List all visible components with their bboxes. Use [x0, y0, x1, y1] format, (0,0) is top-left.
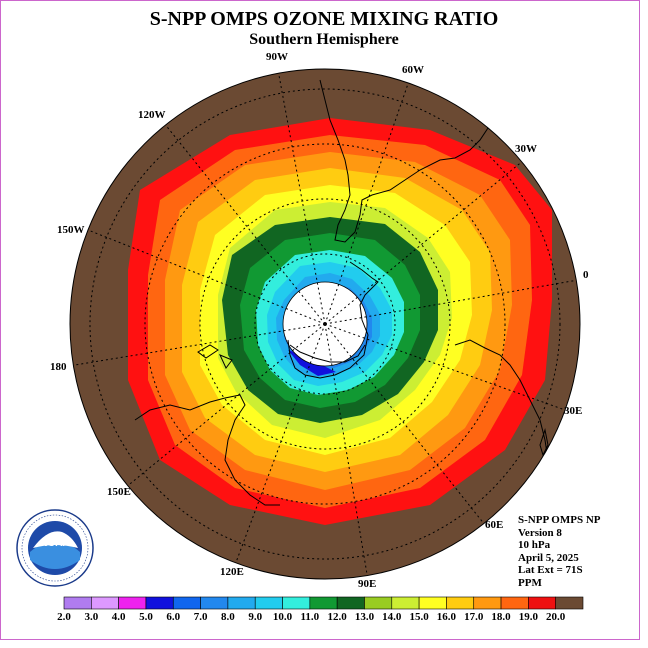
africa-coast — [454, 339, 556, 471]
lon-label-120e: 120E — [220, 566, 244, 578]
australia-coast — [134, 394, 280, 506]
info-pressure: 10 hPa — [518, 539, 551, 552]
lon-label-0: 0 — [583, 269, 589, 281]
lon-label-90w: 90W — [266, 51, 288, 63]
lon-label-180: 180 — [50, 361, 67, 373]
graticule — [74, 69, 579, 579]
colorbar-tick-label: 8.0 — [221, 611, 235, 623]
colorbar-swatch — [473, 596, 502, 610]
antarctic-peninsula-coast — [287, 261, 379, 379]
map-title: S-NPP OMPS OZONE MIXING RATIO — [149, 8, 499, 30]
colorbar-swatch — [555, 596, 584, 610]
antarctic-coast-east — [289, 344, 366, 363]
lon-label-150e: 150E — [107, 486, 131, 498]
colorbar-swatch — [391, 596, 420, 610]
info-version: Version 8 — [518, 526, 562, 539]
madagascar-coast — [539, 428, 549, 457]
colorbar-tick-label: 15.0 — [409, 611, 429, 623]
lon-label-60e: 60E — [485, 519, 503, 531]
colorbar-tick-label: 12.0 — [328, 611, 348, 623]
info-block: S-NPP OMPS NP Version 8 10 hPa April 5, … — [518, 514, 601, 590]
colorbar-swatch — [227, 596, 256, 610]
south-america-coast — [319, 79, 506, 243]
colorbar-swatch — [254, 596, 283, 610]
colorbar-tick-label: 18.0 — [491, 611, 511, 623]
colorbar-tick-label: 13.0 — [355, 611, 375, 623]
colorbar-tick-label: 14.0 — [382, 611, 402, 623]
colorbar-tick-label: 2.0 — [57, 611, 71, 623]
info-lat-extent: Lat Ext = 71S — [518, 564, 583, 577]
lon-label-150w: 150W — [57, 224, 85, 236]
colorbar-swatch — [418, 596, 447, 610]
coastlines — [134, 79, 556, 506]
lon-label-30e: 30E — [564, 405, 582, 417]
lon-label-30w: 30W — [515, 143, 537, 155]
info-units: PPM — [518, 576, 542, 589]
colorbar-tick-label: 11.0 — [301, 611, 320, 623]
colorbar-swatch — [172, 596, 201, 610]
logo-text: NOAA — [40, 538, 69, 549]
colorbar-tick-label: 10.0 — [273, 611, 293, 623]
lon-label-120w: 120W — [138, 109, 166, 121]
longitude-labels: 90W 60W 30W 0 30E 60E 90E 120E 150E 180 … — [50, 51, 589, 590]
new-zealand-coast — [197, 344, 233, 369]
info-date: April 5, 2025 — [518, 551, 579, 564]
colorbar-swatch — [200, 596, 229, 610]
colorbar-tick-label: 7.0 — [194, 611, 208, 623]
colorbar-swatch — [364, 596, 393, 610]
lon-label-90e: 90E — [358, 578, 376, 590]
colorbar-tick-label: 17.0 — [464, 611, 484, 623]
colorbar-swatch — [91, 596, 119, 610]
colorbar-tick-label: 9.0 — [248, 611, 262, 623]
colorbar-swatch — [63, 596, 92, 610]
colorbar-tick-label: 6.0 — [166, 611, 180, 623]
colorbar-tick-label: 3.0 — [84, 611, 98, 623]
colorbar-tick-label: 20.0 — [546, 611, 566, 623]
colorbar-swatch — [528, 596, 556, 610]
colorbar-swatch — [446, 596, 475, 610]
map-subtitle: Southern Hemisphere — [249, 31, 399, 48]
colorbar-tick-label: 5.0 — [139, 611, 153, 623]
colorbar-swatch — [336, 596, 365, 610]
colorbar-swatch — [309, 596, 338, 610]
info-instrument: S-NPP OMPS NP — [518, 514, 601, 526]
colorbar-tick-label: 19.0 — [519, 611, 539, 623]
colorbar-swatch — [145, 596, 174, 610]
colorbar-tick-label: 4.0 — [112, 611, 126, 623]
colorbar-swatch — [118, 596, 147, 610]
colorbar-swatch — [500, 596, 529, 610]
colorbar-swatch — [282, 596, 311, 610]
colorbar-tick-label: 16.0 — [437, 611, 457, 623]
noaa-logo: NOAA — [16, 509, 94, 587]
lon-label-60w: 60W — [402, 64, 424, 76]
